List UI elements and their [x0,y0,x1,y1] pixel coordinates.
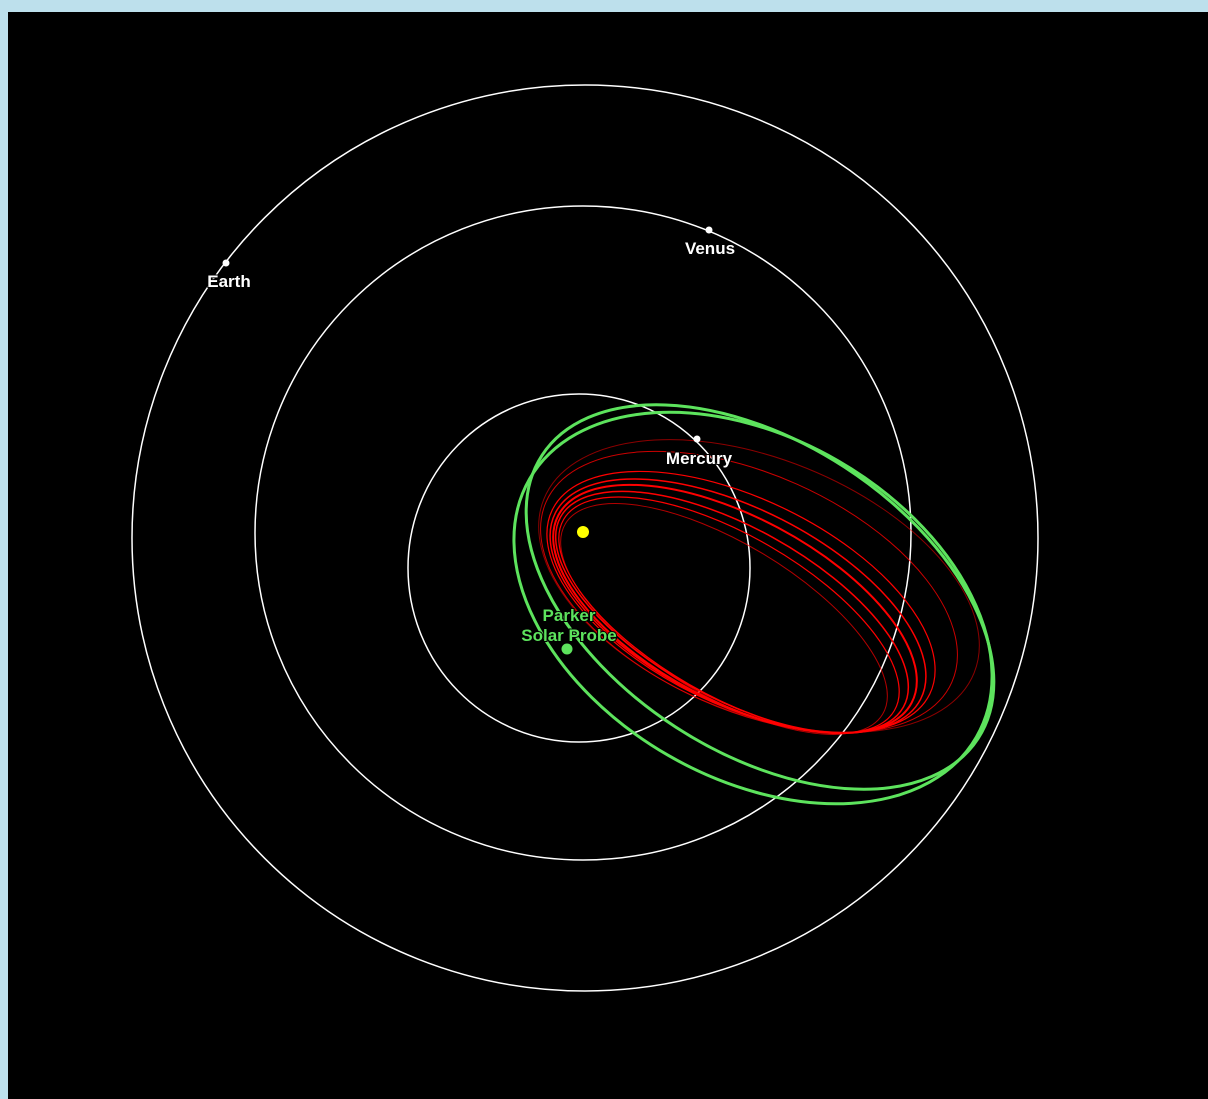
orbit-diagram[interactable]: Earth Venus Mercury Parker Solar Probe [8,12,1208,1099]
past-orbit-8 [560,503,888,735]
earth-marker-icon[interactable] [222,259,230,267]
past-orbit-1 [552,483,918,735]
earth-orbit [131,84,1039,992]
planet-orbits [131,84,1039,992]
past-orbit-3 [549,478,927,734]
probe-label-line1: Parker [543,606,596,625]
earth-label: Earth [207,272,250,291]
venus-orbit [254,205,912,861]
probe-label-line2: Solar Probe [521,626,616,645]
orbit-viewport[interactable]: Earth Venus Mercury Parker Solar Probe [8,12,1208,1099]
probe-orbit-1 [512,410,994,806]
past-orbit-4 [558,496,900,734]
mercury-label: Mercury [666,449,733,468]
sun-icon[interactable] [577,526,589,538]
probe-orbit-2 [524,403,996,791]
past-orbit-5 [546,470,936,734]
venus-marker-icon[interactable] [705,226,713,234]
mercury-marker-icon[interactable] [693,435,701,443]
mercury-orbit [407,393,751,743]
spacecraft-dot-icon[interactable] [561,643,573,655]
past-orbit-2 [554,490,910,734]
venus-label: Venus [685,239,735,258]
probe-orbits [512,403,996,806]
past-orbit-7 [538,439,980,733]
past-probe-orbits [538,439,980,735]
